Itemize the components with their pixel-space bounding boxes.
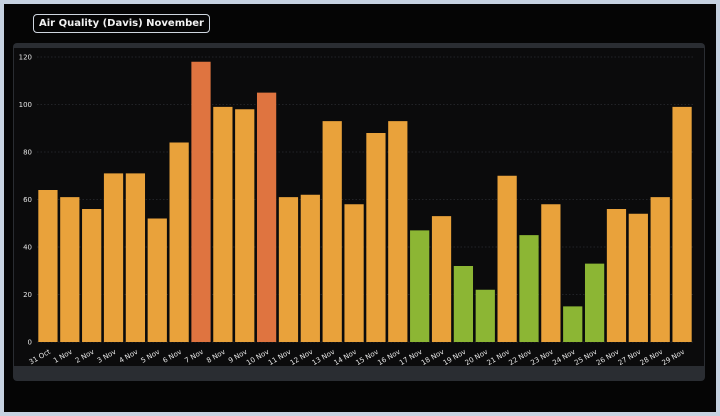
- x-tick-label: 17 Nov: [398, 348, 423, 367]
- bar-29-nov[interactable]: [672, 106, 692, 343]
- y-tick-label: 60: [23, 196, 32, 204]
- x-tick-label: 24 Nov: [551, 348, 576, 367]
- x-tick-label: 3 Nov: [96, 348, 118, 365]
- bar-23-nov[interactable]: [541, 204, 561, 342]
- bar-16-nov[interactable]: [388, 121, 408, 343]
- bar-14-nov[interactable]: [344, 204, 364, 342]
- y-tick-label: 0: [28, 339, 32, 347]
- bar-1-nov[interactable]: [60, 197, 80, 343]
- x-tick-label: 8 Nov: [205, 348, 227, 365]
- x-tick-label: 27 Nov: [617, 348, 642, 367]
- bar-8-nov[interactable]: [213, 106, 233, 343]
- x-tick-label: 19 Nov: [442, 348, 467, 367]
- x-tick-label: 20 Nov: [464, 348, 489, 367]
- bar-3-nov[interactable]: [103, 173, 124, 343]
- bar-20-nov[interactable]: [475, 289, 495, 342]
- grid-lines: [37, 56, 693, 343]
- x-tick-label: 22 Nov: [508, 348, 533, 367]
- y-tick-label: 40: [23, 244, 32, 252]
- x-tick-label: 6 Nov: [162, 348, 184, 365]
- bars: [38, 61, 692, 343]
- bar-15-nov[interactable]: [366, 133, 386, 342]
- x-tick-label: 1 Nov: [52, 348, 74, 365]
- bar-6-nov[interactable]: [169, 142, 189, 343]
- x-tick-label: 11 Nov: [267, 348, 292, 367]
- bar-5-nov[interactable]: [147, 218, 167, 343]
- x-tick-label: 13 Nov: [311, 348, 336, 367]
- bar-10-nov[interactable]: [256, 92, 277, 343]
- bar-11-nov[interactable]: [278, 197, 299, 343]
- bar-4-nov[interactable]: [125, 173, 146, 343]
- x-tick-label: 29 Nov: [661, 348, 686, 367]
- y-tick-label: 100: [19, 101, 32, 109]
- x-tick-label: 15 Nov: [354, 348, 379, 367]
- bar-24-nov[interactable]: [563, 306, 583, 343]
- x-tick-label: 23 Nov: [529, 348, 554, 367]
- x-axis-tick-labels: 31 Oct 1 Nov 2 Nov 3 Nov 4 Nov 5 Nov 6 Nov 7 No…: [28, 348, 686, 367]
- x-tick-label: 14 Nov: [333, 348, 358, 367]
- x-tick-label: 18 Nov: [420, 348, 445, 367]
- bar-13-nov[interactable]: [322, 121, 342, 343]
- y-axis-tick-labels: 0 20 40 60 80 100 120: [19, 54, 32, 347]
- x-tick-label: 7 Nov: [183, 348, 205, 365]
- y-tick-label: 80: [23, 149, 32, 157]
- bar-18-nov[interactable]: [431, 216, 452, 343]
- bar-28-nov[interactable]: [650, 197, 670, 343]
- x-tick-label: 2 Nov: [74, 348, 96, 365]
- bar-27-nov[interactable]: [628, 213, 648, 342]
- y-tick-label: 120: [19, 54, 32, 62]
- bar-19-nov[interactable]: [453, 266, 474, 342]
- bar-12-nov[interactable]: [300, 194, 320, 342]
- x-tick-label: 10 Nov: [245, 348, 270, 367]
- x-tick-label: 16 Nov: [376, 348, 401, 367]
- x-tick-label: 26 Nov: [595, 348, 620, 367]
- bar-9-nov[interactable]: [235, 109, 255, 342]
- bar-7-nov[interactable]: [191, 61, 211, 342]
- bar-17-nov[interactable]: [410, 230, 430, 343]
- bar-31-oct[interactable]: [38, 190, 58, 342]
- x-tick-label: 4 Nov: [118, 348, 140, 365]
- x-tick-label: 25 Nov: [573, 348, 598, 367]
- x-tick-label: 21 Nov: [486, 348, 511, 367]
- bar-21-nov[interactable]: [497, 175, 517, 342]
- y-tick-label: 20: [23, 291, 32, 299]
- bar-22-nov[interactable]: [519, 235, 539, 343]
- x-tick-label: 28 Nov: [639, 348, 664, 367]
- x-tick-label: 12 Nov: [289, 348, 314, 367]
- bar-26-nov[interactable]: [606, 209, 627, 342]
- chart-title: Air Quality (Davis) November: [33, 14, 210, 33]
- x-tick-label: 5 Nov: [140, 348, 162, 365]
- bar-2-nov[interactable]: [82, 209, 102, 342]
- bar-25-nov[interactable]: [584, 263, 605, 343]
- x-tick-label: 31 Oct: [28, 348, 52, 367]
